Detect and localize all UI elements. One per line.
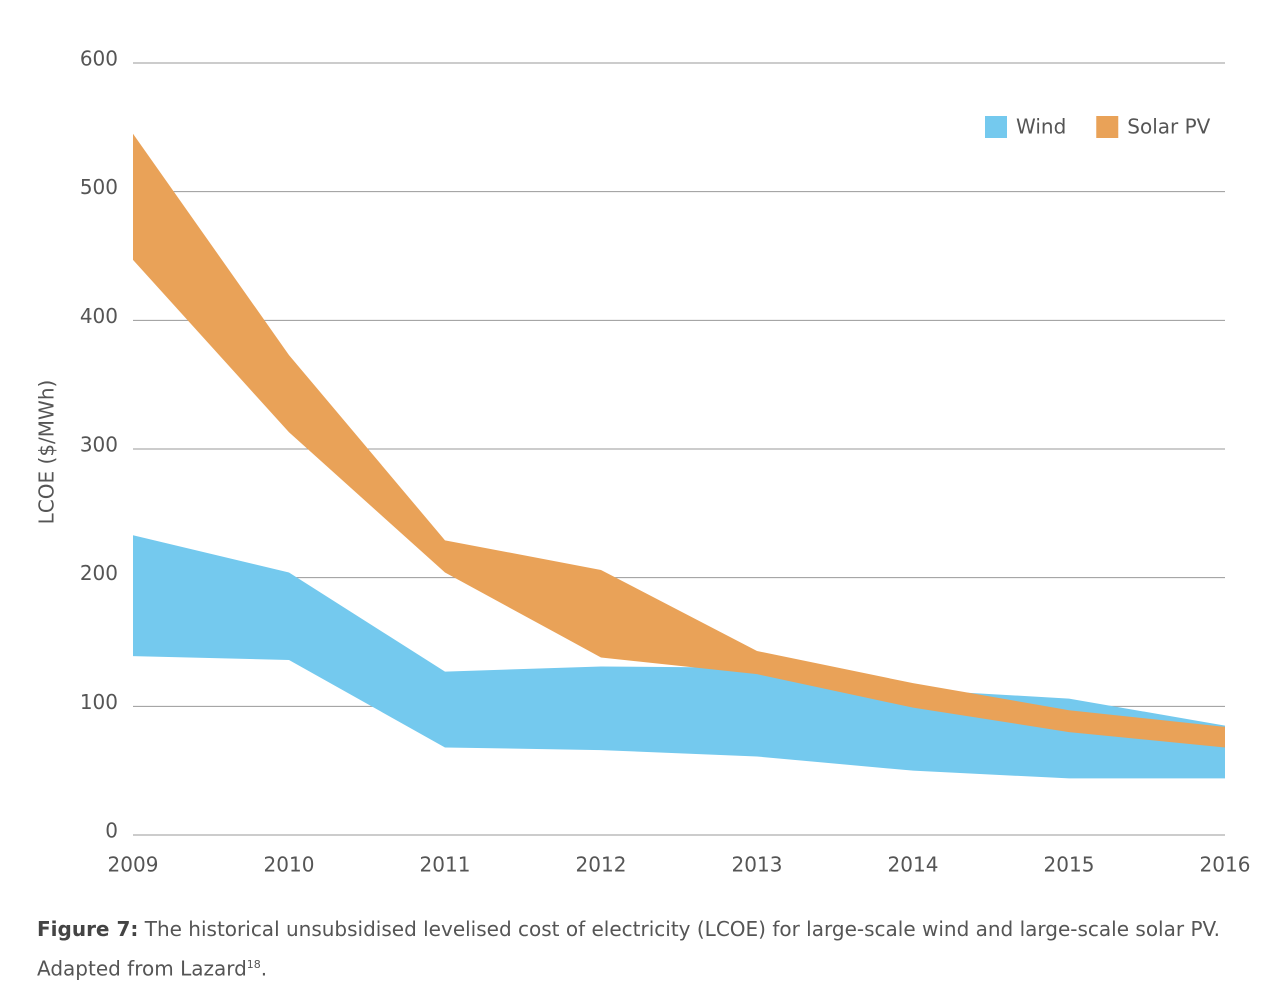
y-tick-label: 300 [80, 433, 118, 457]
range-area [133, 535, 1225, 779]
range-area [133, 133, 1225, 748]
x-tick-label: 2013 [732, 853, 783, 877]
y-tick-label: 500 [80, 175, 118, 199]
chart: LCOE ($/MWh) 0 100 200 300 400 500 600 2009 2010… [35, 47, 1251, 877]
caption-label: Figure 7: [37, 917, 139, 941]
caption-ref: 18 [246, 958, 261, 971]
x-tick-label: 2010 [264, 853, 315, 877]
x-tick-label: 2012 [576, 853, 627, 877]
caption: Figure 7: The historical unsubsidised le… [37, 912, 1237, 987]
y-tick-label: 0 [105, 819, 118, 843]
caption-end: . [260, 956, 268, 981]
legend-swatch [1096, 116, 1119, 138]
legend-label: Wind [1016, 115, 1066, 139]
x-tick-label: 2009 [108, 853, 159, 877]
x-tick-label: 2015 [1044, 853, 1095, 877]
y-tick-label: 600 [80, 47, 118, 71]
legend-label: Solar PV [1127, 115, 1210, 139]
y-axis-label: LCOE ($/MWh) [35, 380, 59, 525]
y-tick-label: 200 [80, 561, 118, 585]
y-tick-label: 100 [80, 690, 118, 714]
legend-swatch [985, 116, 1007, 138]
x-tick-label: 2011 [420, 853, 471, 877]
x-tick-label: 2016 [1200, 853, 1251, 877]
x-tick-label: 2014 [888, 853, 939, 877]
y-tick-label: 400 [80, 304, 118, 328]
caption-text: The historical unsubsidised levelised co… [37, 917, 1220, 981]
